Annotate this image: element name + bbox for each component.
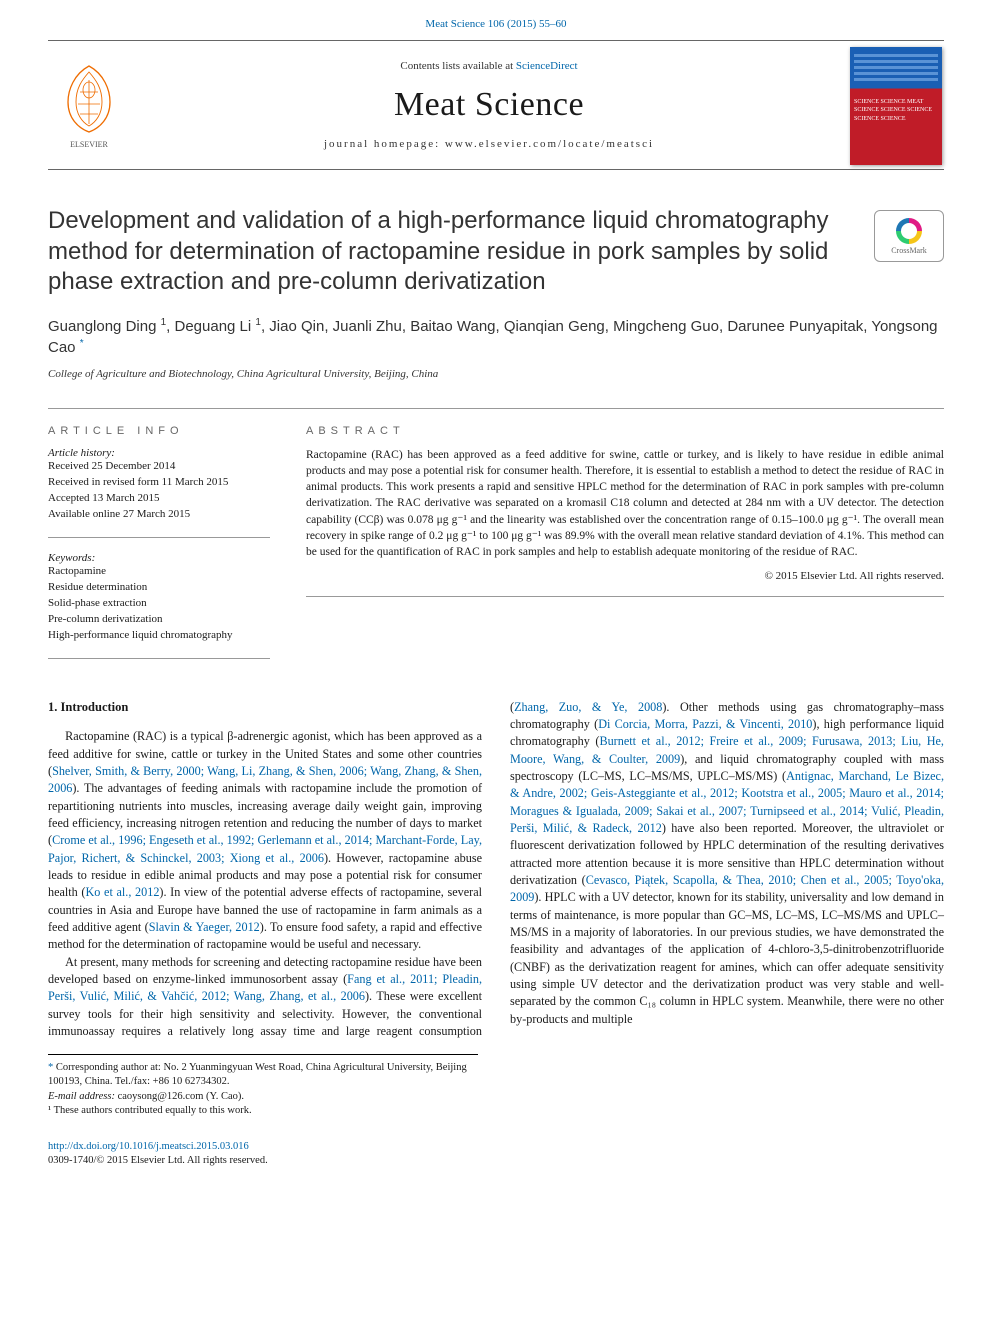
ref-link[interactable]: Zhang, Zuo, & Ye, 2008	[514, 700, 662, 714]
crossmark-badge[interactable]: CrossMark	[874, 210, 944, 262]
email-label: E-mail address:	[48, 1091, 118, 1102]
equal-contrib-note: ¹ These authors contributed equally to t…	[48, 1104, 478, 1118]
affiliation: College of Agriculture and Biotechnology…	[48, 368, 944, 380]
email-tail: (Y. Cao).	[203, 1091, 244, 1102]
article-title: Development and validation of a high-per…	[48, 206, 944, 298]
keyword: Solid-phase extraction	[48, 596, 270, 612]
article-history-lines: Received 25 December 2014Received in rev…	[48, 459, 270, 523]
abstract-text: Ractopamine (RAC) has been approved as a…	[306, 447, 944, 560]
keywords-label: Keywords:	[48, 552, 270, 564]
history-line: Available online 27 March 2015	[48, 507, 270, 523]
footer: http://dx.doi.org/10.1016/j.meatsci.2015…	[48, 1140, 944, 1168]
ref-link[interactable]: Ko et al., 2012	[86, 885, 160, 899]
doi-link[interactable]: http://dx.doi.org/10.1016/j.meatsci.2015…	[48, 1141, 249, 1152]
ref-link[interactable]: Di Corcia, Morra, Pazzi, & Vincenti, 201…	[598, 717, 812, 731]
journal-name: Meat Science	[394, 86, 584, 124]
header-citation-link[interactable]: Meat Science 106 (2015) 55–60	[425, 18, 566, 30]
sciencedirect-link[interactable]: ScienceDirect	[516, 60, 578, 72]
contents-lists-line: Contents lists available at ScienceDirec…	[400, 60, 577, 72]
masthead-center: Contents lists available at ScienceDirec…	[130, 41, 848, 169]
body-columns: 1. Introduction Ractopamine (RAC) is a t…	[48, 699, 944, 1041]
homepage-label: journal homepage:	[324, 138, 445, 150]
corr-author-note: Corresponding author at: No. 2 Yuanmingy…	[48, 1062, 467, 1087]
cover-text: SCIENCE SCIENCE MEAT SCIENCE SCIENCE SCI…	[854, 98, 938, 123]
abstract-heading: abstract	[306, 409, 944, 447]
abstract-copyright: © 2015 Elsevier Ltd. All rights reserved…	[306, 570, 944, 582]
article-info-heading: article info	[48, 409, 270, 447]
corr-email-link[interactable]: caoysong@126.com	[118, 1091, 204, 1102]
journal-homepage-line: journal homepage: www.elsevier.com/locat…	[324, 138, 654, 150]
ref-link[interactable]: Slavin & Yaeger, 2012	[149, 920, 260, 934]
crossmark-icon	[896, 218, 922, 244]
author-list: Guanglong Ding 1, Deguang Li 1, Jiao Qin…	[48, 316, 944, 358]
keyword: Pre-column derivatization	[48, 612, 270, 628]
footnotes: * Corresponding author at: No. 2 Yuanmin…	[48, 1054, 478, 1118]
keywords-list: RactopamineResidue determinationSolid-ph…	[48, 564, 270, 644]
history-line: Received 25 December 2014	[48, 459, 270, 475]
keyword: Residue determination	[48, 580, 270, 596]
elsevier-logo: ELSEVIER	[48, 41, 130, 169]
journal-cover-thumb: SCIENCE SCIENCE MEAT SCIENCE SCIENCE SCI…	[850, 47, 942, 165]
issn-copyright: 0309-1740/© 2015 Elsevier Ltd. All right…	[48, 1154, 944, 1168]
history-line: Accepted 13 March 2015	[48, 491, 270, 507]
masthead: ELSEVIER Contents lists available at Sci…	[48, 40, 944, 170]
crossmark-label: CrossMark	[891, 246, 927, 255]
svg-text:ELSEVIER: ELSEVIER	[70, 140, 108, 149]
history-line: Received in revised form 11 March 2015	[48, 475, 270, 491]
keyword: High-performance liquid chromatography	[48, 628, 270, 644]
article-history-label: Article history:	[48, 447, 270, 459]
homepage-url[interactable]: www.elsevier.com/locate/meatsci	[445, 138, 654, 150]
intro-para-1: Ractopamine (RAC) is a typical β-adrener…	[48, 728, 482, 953]
section-1-heading: 1. Introduction	[48, 699, 482, 717]
keyword: Ractopamine	[48, 564, 270, 580]
contents-prefix: Contents lists available at	[400, 60, 515, 72]
